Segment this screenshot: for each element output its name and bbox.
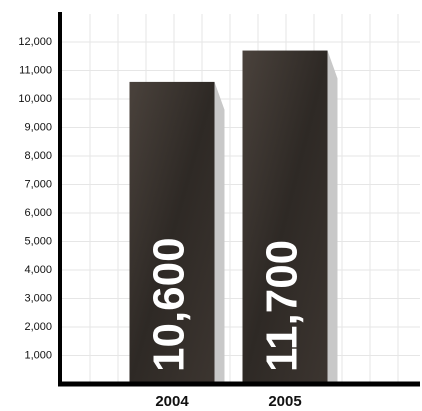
y-tick-label: 11,000 [19, 64, 52, 76]
value-label: 11,700 [258, 240, 307, 372]
y-tick-label: 9,000 [24, 121, 52, 133]
y-tick-label: 5,000 [24, 235, 52, 247]
y-tick-label: 7,000 [24, 178, 52, 190]
y-tick-label: 2,000 [24, 321, 52, 333]
bar-side [214, 81, 225, 385]
y-tick-label: 8,000 [24, 150, 52, 162]
bar [129, 81, 215, 385]
grid [60, 41, 420, 356]
x-tick-label: 2004 [155, 393, 189, 410]
y-tick-label: 6,000 [24, 207, 52, 219]
bar-side [327, 50, 338, 385]
y-tick-label: 10,000 [18, 93, 52, 105]
value-label: 10,600 [145, 237, 194, 372]
x-tick-label: 2005 [268, 393, 301, 410]
y-tick-label: 12,000 [18, 36, 52, 48]
y-tick-label: 1,000 [24, 349, 52, 361]
bars: 10,600 11,700 [129, 50, 338, 385]
bar [242, 50, 328, 385]
y-tick-label: 4,000 [24, 264, 52, 276]
y-tick-label: 3,000 [24, 292, 52, 304]
